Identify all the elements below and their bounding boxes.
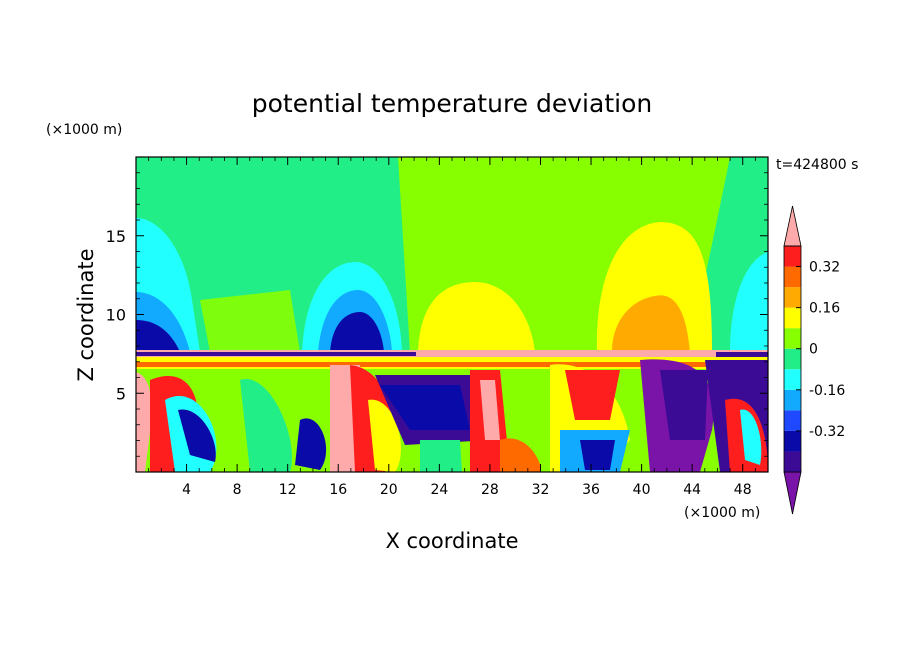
colorbar-swatch (784, 369, 801, 390)
colorbar-swatch (784, 451, 801, 472)
colorbar-swatch (784, 430, 801, 452)
colorbar-swatch (784, 410, 801, 431)
colorbar-label: -0.32 (809, 424, 845, 440)
colorbar-frame (783, 245, 802, 473)
x-tick-label: 40 (633, 482, 651, 498)
time-label: t=424800 s (776, 157, 858, 173)
colorbar-label: 0.16 (809, 301, 840, 317)
colorbar-extend-low (783, 471, 802, 515)
y-unit-label: (×1000 m) (46, 122, 122, 138)
y-axis: 5 10 15 (106, 172, 768, 457)
colorbar-swatch (784, 389, 801, 411)
x-tick-label: 48 (734, 482, 752, 498)
y-axis-title: Z coordinate (74, 248, 98, 381)
x-tick-label: 24 (430, 482, 448, 498)
colorbar-extend-high (783, 205, 802, 247)
contour-field (136, 157, 768, 472)
colorbar-label: -0.16 (809, 383, 845, 399)
x-tick-label: 20 (380, 482, 398, 498)
colorbar-swatch (784, 266, 801, 288)
x-tick-label: 28 (481, 482, 499, 498)
colorbar-label: 0 (809, 342, 818, 358)
colorbar-label: 0.32 (809, 260, 840, 276)
x-tick-label: 44 (683, 482, 701, 498)
chart-title: potential temperature deviation (252, 89, 652, 118)
colorbar-swatch (784, 328, 801, 349)
y-tick-label: 5 (116, 384, 126, 403)
x-tick-label: 32 (532, 482, 550, 498)
x-tick-label: 12 (279, 482, 297, 498)
x-tick-label: 36 (582, 482, 600, 498)
x-tick-label: 8 (233, 482, 242, 498)
y-tick-label: 10 (106, 306, 126, 325)
colorbar-swatch (784, 307, 801, 329)
x-tick-label: 4 (182, 482, 191, 498)
colorbar-swatch (784, 246, 801, 267)
colorbar: 0.32 0.16 0 -0.16 -0.32 (783, 205, 845, 515)
colorbar-swatch (784, 348, 801, 370)
colorbar-swatch (784, 287, 801, 308)
y-tick-label: 15 (106, 227, 126, 246)
x-axis: 4 8 12 16 20 24 28 32 36 40 44 48 (148, 157, 756, 498)
x-axis-title: X coordinate (385, 529, 518, 553)
x-unit-label: (×1000 m) (684, 505, 760, 521)
x-tick-label: 16 (329, 482, 347, 498)
